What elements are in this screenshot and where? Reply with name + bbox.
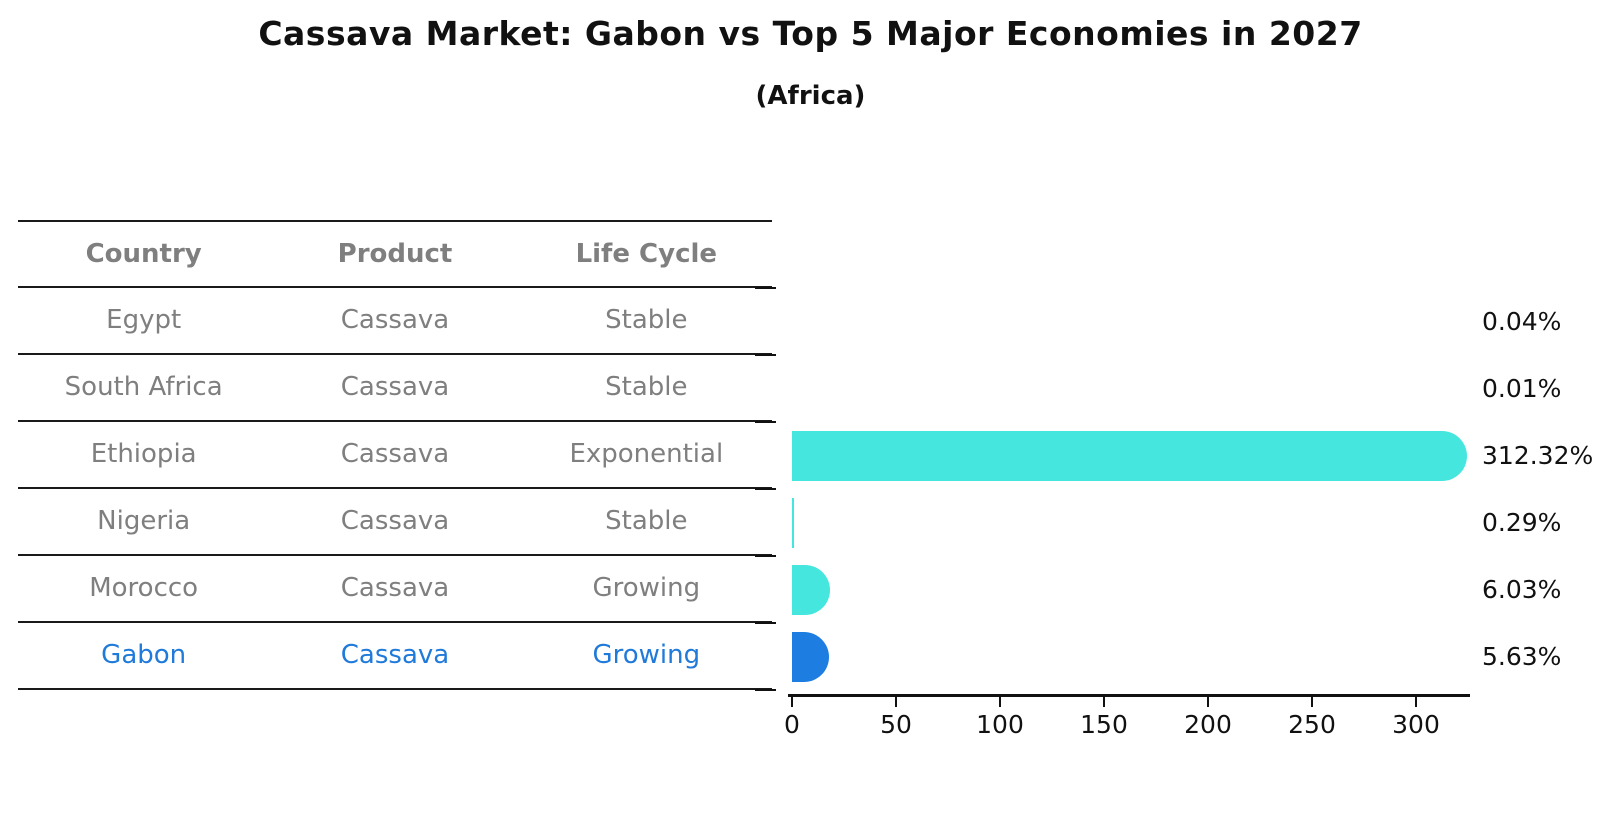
x-axis-tick-label: 50 [880,710,912,739]
bar-morocco [792,564,830,615]
x-axis-tick-label: 150 [1080,710,1128,739]
country-table: Country Product Life Cycle Egypt Cassava S… [18,220,772,690]
product-cell: Cassava [340,372,450,402]
table-row: Gabon Cassava Growing [18,623,772,690]
x-axis-tick [1415,697,1417,707]
product-cell: Cassava [340,305,450,335]
country-cell: Egypt [106,305,182,335]
bar-value-label: 5.63% [1482,641,1562,671]
x-axis-tick-label: 300 [1392,710,1440,739]
product-cell: Cassava [340,439,450,469]
life-cycle-cell: Exponential [569,439,724,469]
life-cycle-cell: Stable [605,506,688,536]
x-axis-tick [895,697,897,707]
y-axis-tick [755,354,776,356]
x-axis-tick-label: 100 [976,710,1024,739]
bar-value-label: 0.29% [1482,507,1562,537]
x-axis-tick [999,697,1001,707]
x-axis-tick [1311,697,1313,707]
column-header-country: Country [85,239,202,269]
bar-gabon [792,631,829,682]
table-body: Egypt Cassava Stable South Africa Cassava Sta… [18,288,772,690]
x-axis-tick [1103,697,1105,707]
bar-nigeria [792,497,794,548]
country-cell: Morocco [89,573,199,603]
y-axis-tick [755,488,776,490]
bar-value-label: 0.01% [1482,373,1562,403]
y-axis-tick [755,689,776,691]
column-header-product: Product [337,239,453,269]
chart-subtitle: (Africa) [755,81,866,111]
x-axis-tick [791,697,793,707]
x-axis-tick-label: 250 [1288,710,1336,739]
x-axis-line [788,694,1470,697]
y-axis-tick [755,555,776,557]
table-header-row: Country Product Life Cycle [18,222,772,288]
column-header-life-cycle: Life Cycle [575,239,718,269]
y-axis-tick [755,287,776,289]
bar-ethiopia [792,430,1467,481]
country-cell: Nigeria [97,506,191,536]
table-row: Ethiopia Cassava Exponential [18,422,772,489]
y-axis-tick [755,622,776,624]
table-row: Nigeria Cassava Stable [18,489,772,556]
table-row: Egypt Cassava Stable [18,288,772,355]
country-cell: South Africa [64,372,223,402]
product-cell: Cassava [340,640,450,670]
table-row: Morocco Cassava Growing [18,556,772,623]
country-cell: Gabon [101,640,187,670]
product-cell: Cassava [340,506,450,536]
life-cycle-cell: Stable [605,372,688,402]
bar-value-label: 312.32% [1482,440,1594,470]
product-cell: Cassava [340,573,450,603]
x-axis-tick-label: 0 [784,710,800,739]
life-cycle-cell: Growing [592,573,701,603]
table-row: South Africa Cassava Stable [18,355,772,422]
country-cell: Ethiopia [90,439,197,469]
bar-value-label: 6.03% [1482,574,1562,604]
y-axis-tick [755,421,776,423]
life-cycle-cell: Stable [605,305,688,335]
x-axis-tick-label: 200 [1184,710,1232,739]
bar-value-label: 0.04% [1482,306,1562,336]
chart-title: Cassava Market: Gabon vs Top 5 Major Eco… [258,14,1363,53]
life-cycle-cell: Growing [592,640,701,670]
x-axis-tick [1207,697,1209,707]
